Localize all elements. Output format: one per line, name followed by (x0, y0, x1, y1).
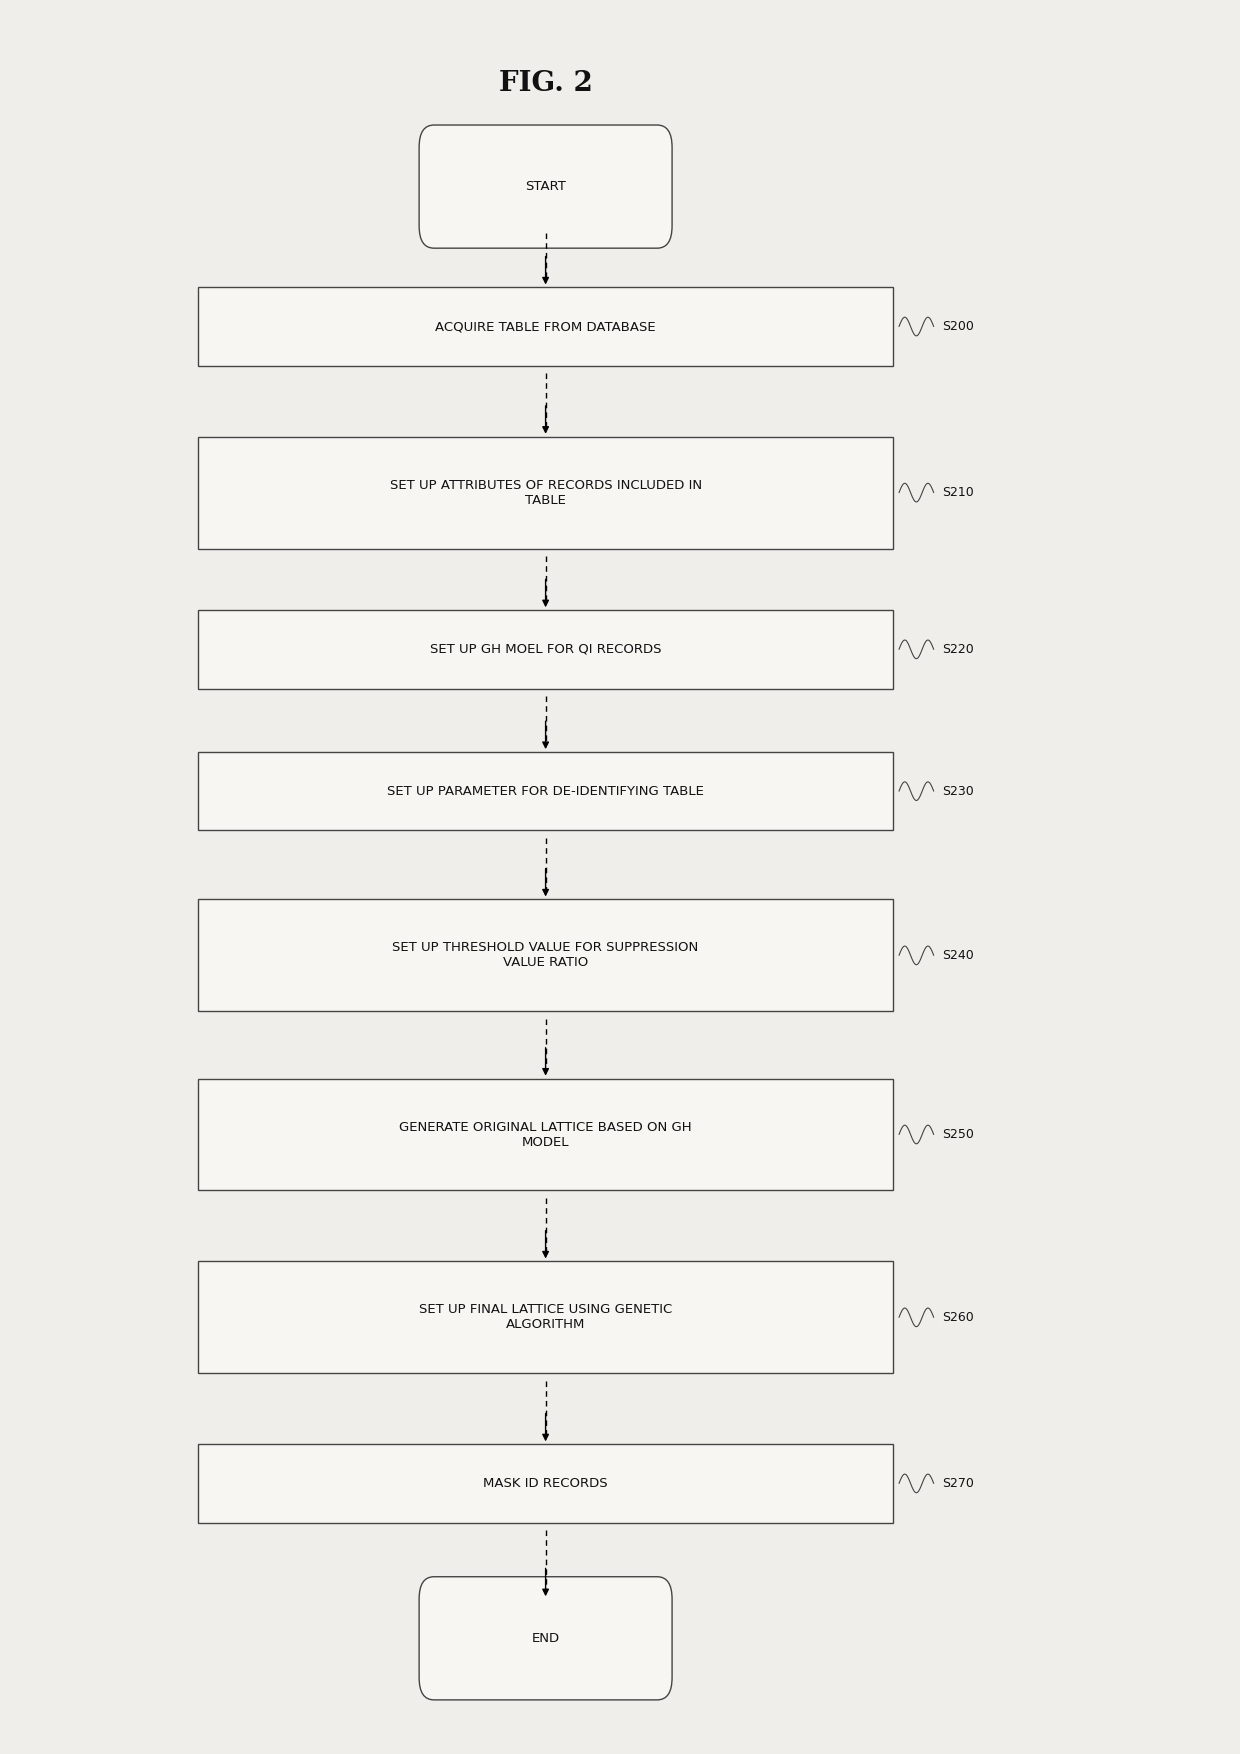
Text: SET UP ATTRIBUTES OF RECORDS INCLUDED IN
TABLE: SET UP ATTRIBUTES OF RECORDS INCLUDED IN… (389, 479, 702, 507)
FancyBboxPatch shape (198, 752, 893, 830)
Text: MASK ID RECORDS: MASK ID RECORDS (484, 1477, 608, 1489)
Text: S200: S200 (942, 319, 975, 333)
Text: S250: S250 (942, 1128, 975, 1142)
Text: SET UP GH MOEL FOR QI RECORDS: SET UP GH MOEL FOR QI RECORDS (430, 644, 661, 656)
Text: FIG. 2: FIG. 2 (498, 70, 593, 98)
Text: S210: S210 (942, 486, 975, 500)
FancyBboxPatch shape (419, 125, 672, 247)
FancyBboxPatch shape (198, 1444, 893, 1522)
FancyBboxPatch shape (198, 610, 893, 689)
FancyBboxPatch shape (198, 437, 893, 549)
FancyBboxPatch shape (198, 900, 893, 1012)
FancyBboxPatch shape (198, 1079, 893, 1191)
FancyBboxPatch shape (198, 1261, 893, 1373)
Text: S240: S240 (942, 949, 975, 961)
Text: S220: S220 (942, 644, 975, 656)
Text: SET UP FINAL LATTICE USING GENETIC
ALGORITHM: SET UP FINAL LATTICE USING GENETIC ALGOR… (419, 1303, 672, 1331)
FancyBboxPatch shape (198, 288, 893, 367)
Text: ACQUIRE TABLE FROM DATABASE: ACQUIRE TABLE FROM DATABASE (435, 319, 656, 333)
FancyBboxPatch shape (419, 1577, 672, 1700)
Text: GENERATE ORIGINAL LATTICE BASED ON GH
MODEL: GENERATE ORIGINAL LATTICE BASED ON GH MO… (399, 1121, 692, 1149)
Text: S270: S270 (942, 1477, 975, 1489)
Text: SET UP PARAMETER FOR DE-IDENTIFYING TABLE: SET UP PARAMETER FOR DE-IDENTIFYING TABL… (387, 784, 704, 798)
Text: S260: S260 (942, 1310, 975, 1324)
Text: SET UP THRESHOLD VALUE FOR SUPPRESSION
VALUE RATIO: SET UP THRESHOLD VALUE FOR SUPPRESSION V… (393, 942, 698, 970)
Text: START: START (526, 181, 565, 193)
Text: S230: S230 (942, 784, 975, 798)
Text: END: END (532, 1631, 559, 1645)
